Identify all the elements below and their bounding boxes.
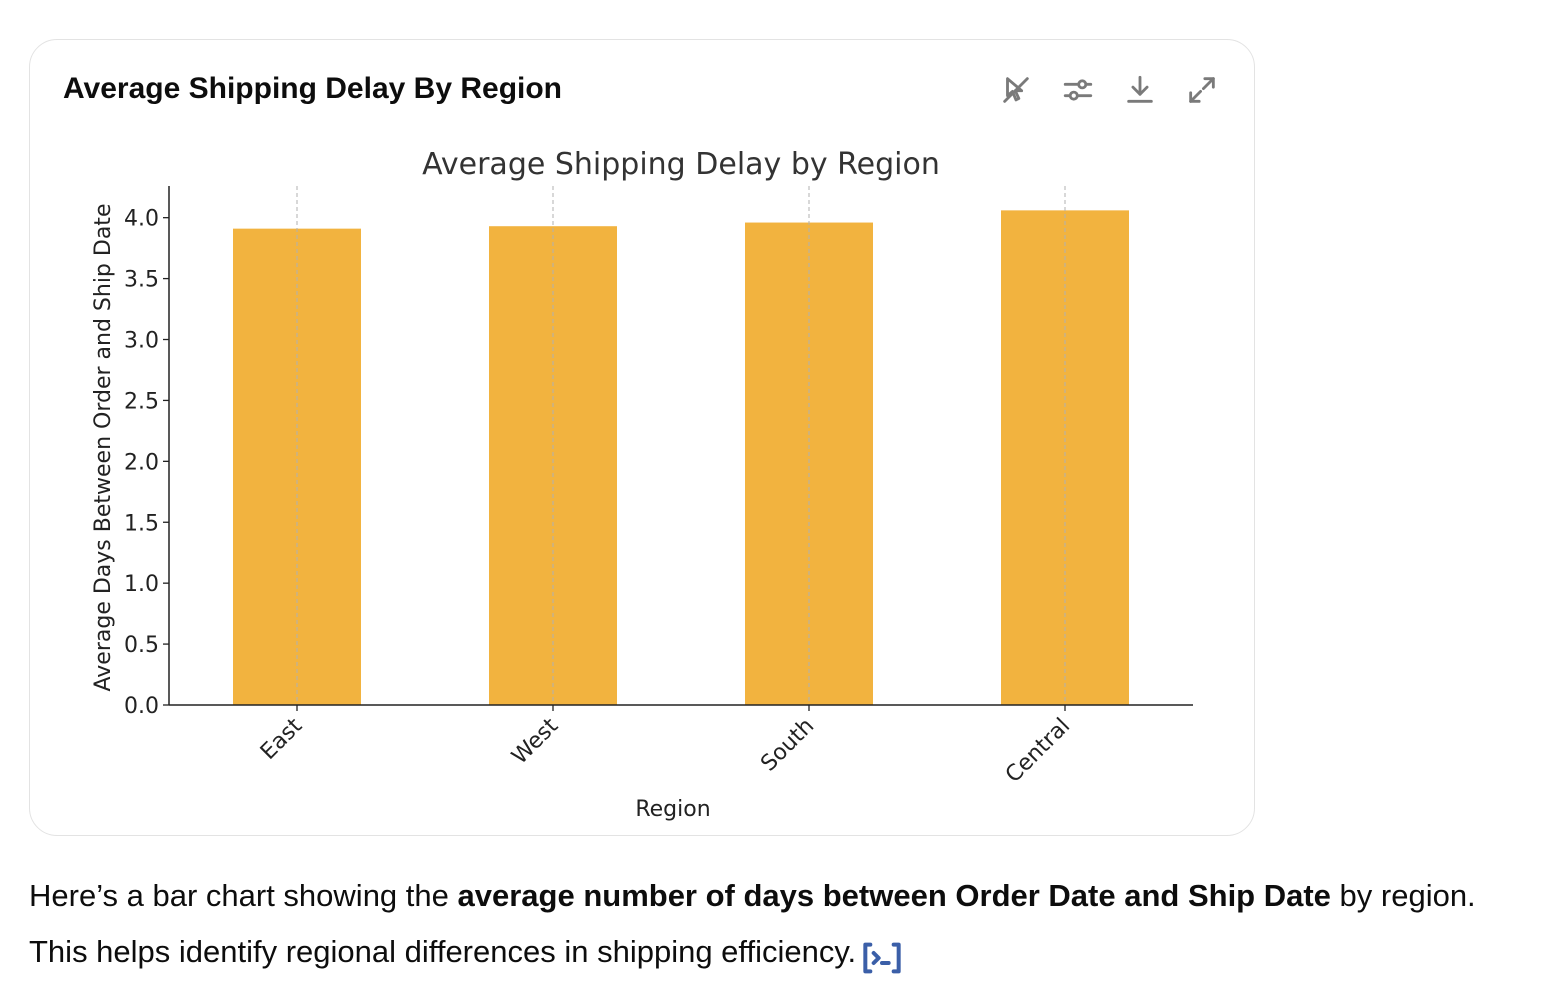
y-tick-label: 4.0 xyxy=(124,207,159,232)
caption-text-end: by region. xyxy=(1330,878,1476,913)
y-tick-label: 1.5 xyxy=(124,511,159,536)
y-tick-label: 1.0 xyxy=(124,572,159,597)
interactive-off-button[interactable] xyxy=(996,70,1036,110)
x-tick-label: West xyxy=(507,713,563,769)
card-title: Average Shipping Delay By Region xyxy=(63,72,562,105)
y-tick-label: 0.0 xyxy=(124,694,159,719)
x-axis-label: Region xyxy=(635,797,710,822)
caption-text: Here’s a bar chart showing the xyxy=(29,878,458,913)
chart-caption: Here’s a bar chart showing the average n… xyxy=(29,868,1539,980)
code-citation-icon xyxy=(863,942,901,974)
download-button[interactable] xyxy=(1120,70,1160,110)
y-tick-label: 2.5 xyxy=(124,389,159,414)
code-citation-button[interactable] xyxy=(862,937,902,974)
caption-line2-text: This helps identify regional differences… xyxy=(29,934,857,969)
expand-button[interactable] xyxy=(1182,70,1222,110)
y-tick-label: 2.0 xyxy=(124,450,159,475)
bar-south xyxy=(745,222,873,705)
sliders-icon xyxy=(1063,79,1093,101)
expand-icon xyxy=(1189,77,1215,103)
download-icon xyxy=(1127,75,1153,103)
chart-title: Average Shipping Delay by Region xyxy=(422,147,940,182)
x-tick-label: Central xyxy=(1001,714,1075,788)
y-tick-label: 3.5 xyxy=(124,268,159,293)
caption-line-2: This helps identify regional differences… xyxy=(29,924,1539,980)
caption-line-1: Here’s a bar chart showing the average n… xyxy=(29,868,1539,924)
x-tick-label: South xyxy=(756,714,819,777)
interactive-off-icon xyxy=(1003,77,1029,103)
x-tick-label: East xyxy=(256,713,308,765)
y-tick-label: 3.0 xyxy=(124,329,159,354)
chart-settings-button[interactable] xyxy=(1058,70,1098,110)
chart-toolbar xyxy=(996,70,1222,110)
y-axis-label: Average Days Between Order and Ship Date xyxy=(91,204,116,692)
y-tick-label: 0.5 xyxy=(124,633,159,658)
caption-bold-text: average number of days between Order Dat… xyxy=(457,878,1331,913)
